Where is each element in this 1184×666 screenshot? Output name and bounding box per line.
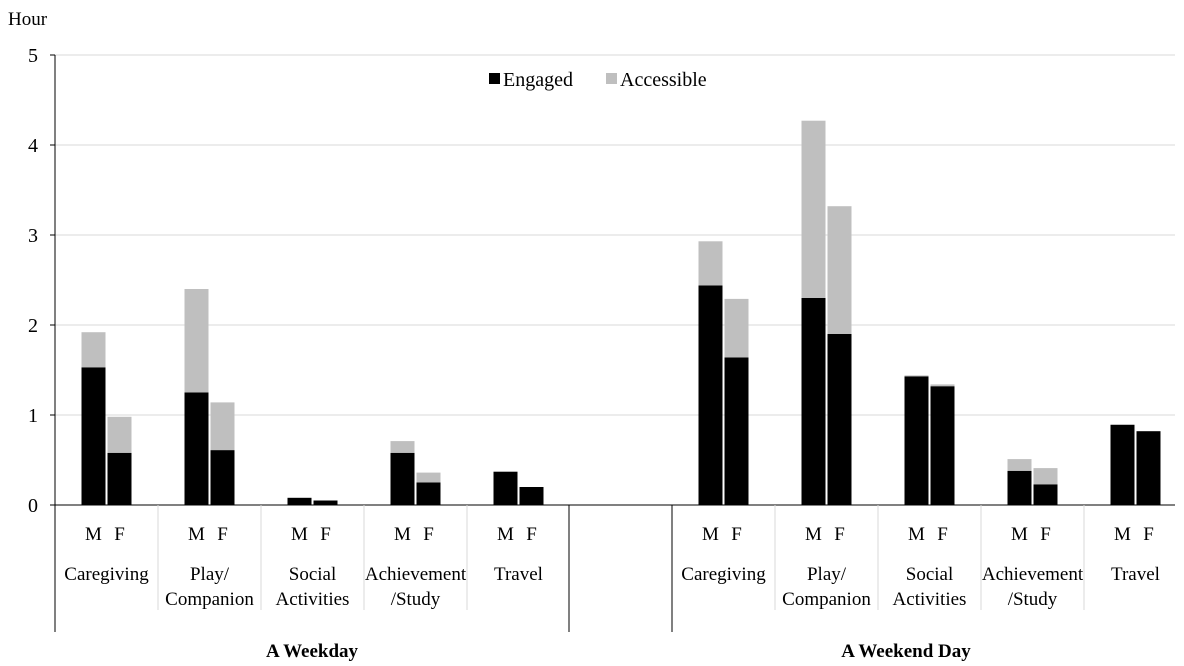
bar-engaged bbox=[416, 482, 441, 505]
sex-label: F bbox=[114, 524, 125, 545]
legend-swatch bbox=[606, 73, 617, 84]
bar-engaged bbox=[210, 450, 235, 505]
category-label: Travel bbox=[1111, 564, 1160, 585]
sex-label: F bbox=[937, 524, 948, 545]
sex-label: M bbox=[85, 524, 102, 545]
category-label: Activities bbox=[276, 589, 350, 610]
sex-label: F bbox=[834, 524, 845, 545]
bar-accessible bbox=[904, 375, 929, 377]
bar-engaged bbox=[1007, 470, 1032, 505]
category-label: Caregiving bbox=[64, 564, 149, 585]
bar-engaged bbox=[930, 386, 955, 505]
bar-engaged bbox=[519, 487, 544, 505]
category-label: Achievement bbox=[365, 564, 467, 585]
category-label: /Study bbox=[391, 589, 441, 610]
sex-label: M bbox=[908, 524, 925, 545]
bar-accessible bbox=[390, 441, 415, 453]
sex-label: F bbox=[526, 524, 537, 545]
bar-accessible bbox=[724, 298, 749, 358]
bar-accessible bbox=[184, 289, 209, 393]
category-label: Achievement bbox=[982, 564, 1084, 585]
bar-engaged bbox=[493, 471, 518, 505]
bar-accessible bbox=[1110, 424, 1135, 425]
bar-accessible bbox=[1033, 468, 1058, 485]
sex-label: F bbox=[731, 524, 742, 545]
sex-label: F bbox=[1040, 524, 1051, 545]
category-label: Travel bbox=[494, 564, 543, 585]
sex-label: M bbox=[291, 524, 308, 545]
sex-label: M bbox=[394, 524, 411, 545]
y-ticks: 0 1 2 3 4 5 bbox=[28, 45, 38, 517]
sex-label: F bbox=[217, 524, 228, 545]
bar-engaged bbox=[107, 452, 132, 505]
bar-engaged bbox=[724, 357, 749, 505]
sex-label: M bbox=[805, 524, 822, 545]
bar-engaged bbox=[827, 334, 852, 505]
sex-label: F bbox=[423, 524, 434, 545]
bar-engaged bbox=[1033, 484, 1058, 505]
y-tick-label: 5 bbox=[28, 45, 38, 67]
category-label: Play/ bbox=[190, 564, 230, 585]
bar-engaged bbox=[698, 285, 723, 505]
bar-accessible bbox=[930, 384, 955, 387]
bar-engaged bbox=[390, 452, 415, 505]
bars bbox=[81, 120, 1161, 505]
sex-label: M bbox=[497, 524, 514, 545]
sex-label: M bbox=[1114, 524, 1131, 545]
bar-engaged bbox=[1136, 431, 1161, 505]
bar-engaged bbox=[184, 392, 209, 505]
legend-swatch bbox=[489, 73, 500, 84]
bar-accessible bbox=[210, 402, 235, 451]
axes bbox=[50, 54, 1175, 632]
category-label: Social bbox=[289, 564, 337, 585]
bar-accessible bbox=[107, 416, 132, 453]
y-tick-label: 2 bbox=[28, 315, 38, 337]
legend: Engaged Accessible bbox=[489, 69, 707, 91]
category-label: Activities bbox=[893, 589, 967, 610]
group-label: A Weekday bbox=[266, 641, 359, 662]
group-label: A Weekend Day bbox=[841, 641, 971, 662]
y-tick-label: 3 bbox=[28, 225, 38, 247]
category-label: Social bbox=[906, 564, 954, 585]
bar-engaged bbox=[801, 298, 826, 505]
bar-engaged bbox=[81, 367, 106, 505]
sex-label: F bbox=[1143, 524, 1154, 545]
category-label: Companion bbox=[165, 589, 254, 610]
bar-accessible bbox=[416, 472, 441, 483]
bar-engaged bbox=[287, 497, 312, 505]
legend-label: Accessible bbox=[620, 69, 707, 91]
category-label: /Study bbox=[1008, 589, 1058, 610]
y-tick-label: 1 bbox=[28, 405, 38, 427]
category-label: Companion bbox=[782, 589, 871, 610]
sex-label: F bbox=[320, 524, 331, 545]
y-axis-label: Hour bbox=[8, 9, 48, 30]
y-tick-label: 4 bbox=[28, 135, 38, 157]
sex-label: M bbox=[1011, 524, 1028, 545]
category-label: Play/ bbox=[807, 564, 847, 585]
bar-engaged bbox=[1110, 424, 1135, 505]
bar-accessible bbox=[1007, 459, 1032, 471]
bar-accessible bbox=[81, 332, 106, 368]
category-label: Caregiving bbox=[681, 564, 766, 585]
gridlines bbox=[55, 54, 1175, 416]
bar-engaged bbox=[313, 500, 338, 505]
sex-label: M bbox=[188, 524, 205, 545]
bar-engaged bbox=[904, 376, 929, 505]
y-tick-label: 0 bbox=[28, 495, 38, 517]
legend-label: Engaged bbox=[503, 69, 573, 91]
sex-label: M bbox=[702, 524, 719, 545]
bar-accessible bbox=[827, 206, 852, 334]
bar-accessible bbox=[801, 120, 826, 298]
bar-accessible bbox=[698, 241, 723, 286]
